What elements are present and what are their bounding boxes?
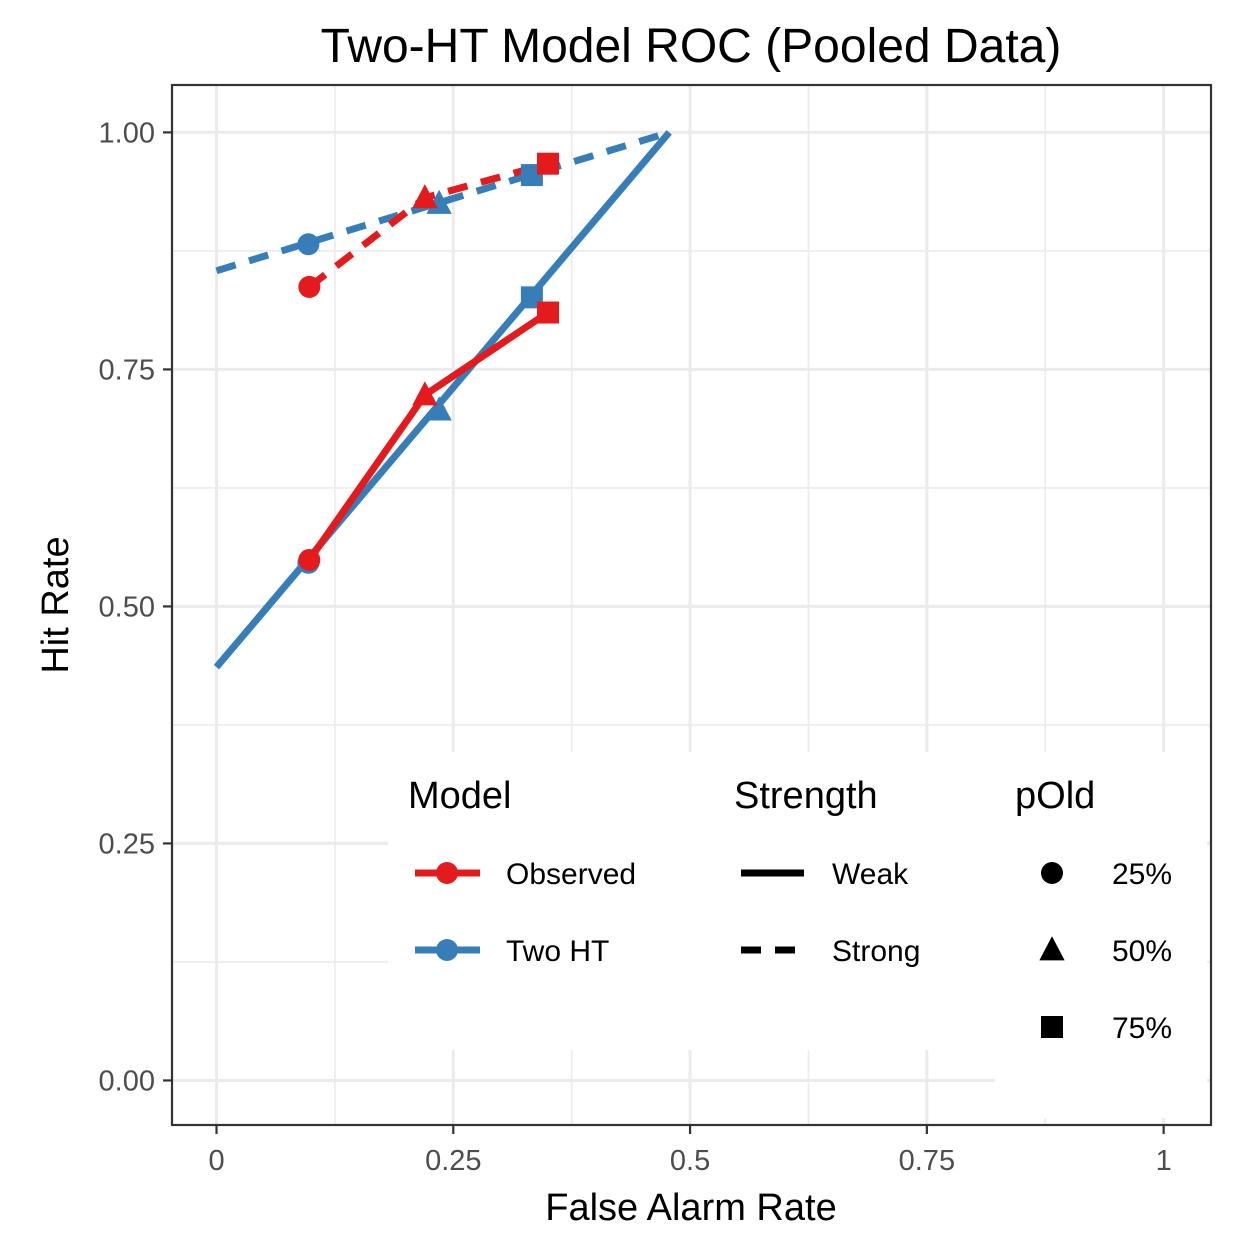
legend-background — [388, 752, 995, 1050]
series-line-two-ht-strong — [215, 129, 671, 275]
y-axis: 0.00 0.25 0.50 0.75 1.00 — [99, 117, 172, 1097]
y-tick-label: 1.00 — [99, 117, 155, 149]
data-point — [412, 381, 438, 406]
legend-label-model: Observed — [506, 858, 636, 891]
y-tick-label: 0.00 — [99, 1065, 155, 1097]
legend-key-shape — [1041, 1016, 1063, 1038]
y-tick-label: 0.75 — [99, 354, 155, 386]
plot-panel-border — [170, 83, 1213, 1127]
legend-label-strength: Weak — [832, 858, 909, 891]
legend-title-strength: Strength — [734, 775, 878, 817]
legend-background-pold — [995, 752, 1207, 1118]
y-tick-label: 0.50 — [99, 591, 155, 623]
legend-label-pold: 50% — [1112, 935, 1172, 968]
data-point — [537, 301, 560, 324]
legend-title-model: Model — [408, 775, 512, 817]
legend-label-strength: Strong — [832, 935, 920, 968]
x-tick-label: 0.25 — [425, 1145, 481, 1177]
y-axis-title: Hit Rate — [35, 536, 77, 673]
data-point — [298, 548, 321, 571]
data-point — [537, 152, 560, 175]
data-point — [298, 275, 321, 298]
data-point — [297, 233, 320, 256]
legend-label-pold: 75% — [1112, 1012, 1172, 1045]
legend-key-shape — [1039, 936, 1065, 961]
data-point — [426, 396, 452, 421]
legend: Model Observed Two HT Strength Weak Strong pOl… — [408, 775, 1172, 1045]
x-tick-label: 1 — [1156, 1145, 1172, 1177]
y-tick-label: 0.25 — [99, 828, 155, 860]
legend-key-shape — [1041, 862, 1063, 884]
series-points — [297, 152, 560, 574]
x-tick-label: 0.5 — [670, 1145, 710, 1177]
legend-key-point — [436, 862, 458, 884]
x-axis-title: False Alarm Rate — [545, 1187, 836, 1229]
data-point — [412, 184, 438, 209]
chart-title: Two-HT Model ROC (Pooled Data) — [321, 20, 1062, 73]
x-axis: 0 0.25 0.5 0.75 1 — [208, 1125, 1172, 1177]
legend-label-pold: 25% — [1112, 858, 1172, 891]
legend-key-point — [436, 939, 458, 961]
x-tick-label: 0.75 — [899, 1145, 955, 1177]
series-line-two-ht-weak — [213, 130, 672, 670]
legend-title-pold: pOld — [1015, 775, 1095, 817]
x-tick-label: 0 — [208, 1145, 224, 1177]
legend-label-model: Two HT — [506, 935, 609, 968]
